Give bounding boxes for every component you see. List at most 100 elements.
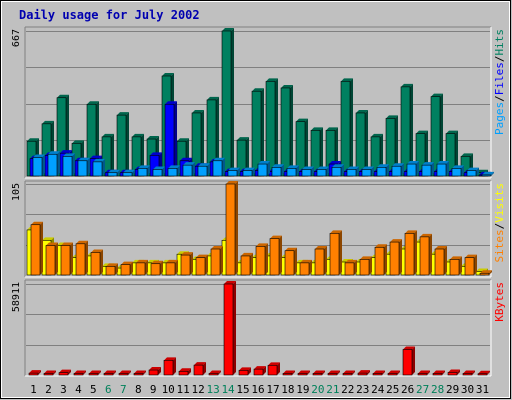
bar-side [38,370,41,375]
bar-top [136,259,148,263]
bar-top [151,260,163,264]
bar-top [300,259,312,263]
bar-top [392,163,404,167]
bar-side [489,270,492,275]
bar-side [72,153,75,176]
bar-kbytes-day-30 [462,373,473,376]
bar-top [209,370,221,374]
bar-side [128,370,131,375]
bar-side [53,370,56,375]
x-tick-label-day-4: 4 [75,383,82,396]
bar-side [399,239,402,275]
bar-sites-day-13 [210,248,221,276]
bar-kbytes-day-15 [238,370,249,376]
bar-sites-day-6 [105,266,116,276]
bar-top [207,96,219,100]
bar-side [382,370,385,375]
bar-top [329,161,341,165]
bar-top [196,254,208,258]
bar-top [266,78,278,82]
bar-side [263,366,266,375]
bar-top [162,73,174,76]
y-max-label: 105 [11,183,22,201]
bar-side [102,158,105,176]
chart-title: Daily usage for July 2002 [19,8,200,22]
bar-top [31,221,43,225]
bar-side [296,165,299,176]
bar-top [226,181,238,184]
bar-hits-day-7 [116,114,127,177]
x-tick-label-day-3: 3 [60,383,67,396]
bar-kbytes-day-1 [28,372,39,376]
bar-top [401,83,413,87]
panel-visits_sites: 105 [11,180,492,278]
legend-separator: / [493,95,506,102]
bar-side [324,246,327,275]
bar-side [68,369,71,375]
bar-top [480,270,492,274]
bar-top [268,362,280,366]
bar-side [216,96,219,176]
bar-side [322,370,325,375]
bar-side [455,130,458,176]
bar-side [305,118,308,176]
bar-side [356,166,359,176]
bar-kbytes-day-25 [387,373,398,376]
legend-item-hits: Hits [493,29,506,56]
bar-top [166,259,178,263]
bar-top [452,165,464,169]
bar-top [252,88,264,92]
series-kbytes [28,281,490,376]
bar-pages-day-12 [197,165,208,177]
bar-top [27,138,39,142]
bar-top [422,162,434,166]
bar-kbytes-day-16 [253,368,264,376]
bar-side [55,242,58,275]
bar-sites-day-20 [314,248,325,276]
legend-separator: / [493,56,506,63]
bar-top [254,366,266,370]
bar-sites-day-2 [45,245,56,276]
bar-side [367,370,370,375]
bar-side [207,163,210,176]
bar-pages-day-28 [436,163,447,177]
bar-side [100,249,103,275]
x-tick-label-day-16: 16 [251,383,264,396]
bar-side [147,165,150,176]
bar-side [339,230,342,275]
bar-side [476,167,479,176]
bar-pages-day-23 [361,169,372,177]
bar-pages-day-2 [47,153,58,177]
bar-side [57,151,60,176]
bar-top [46,242,58,246]
bar-pages-day-9 [152,169,163,177]
bar-sites-day-8 [135,262,146,276]
bar-top [44,370,56,374]
bar-top [183,162,195,166]
bar-top [138,165,150,169]
bar-top [281,84,293,88]
bar-side [177,165,180,176]
bar-sites-day-17 [269,238,280,276]
bar-side [354,259,357,275]
bar-side [158,367,161,375]
bar-pages-day-27 [421,164,432,177]
bar-kbytes-day-19 [297,373,308,376]
bar-top [179,368,191,372]
bar-sites-day-7 [120,264,131,276]
bar-side [461,165,464,176]
bar-top [296,118,308,122]
bar-pages-day-25 [391,165,402,177]
series-pages [32,151,494,177]
bar-sites-day-21 [329,233,340,276]
bar-top [119,370,131,374]
bar-side [265,243,268,275]
y-max-label: 58911 [11,282,22,312]
x-tick-label-day-25: 25 [386,383,399,396]
bar-side [162,166,165,176]
x-tick-label-day-8: 8 [135,383,142,396]
bar-kbytes-day-17 [267,365,278,376]
bar-side [231,28,234,176]
